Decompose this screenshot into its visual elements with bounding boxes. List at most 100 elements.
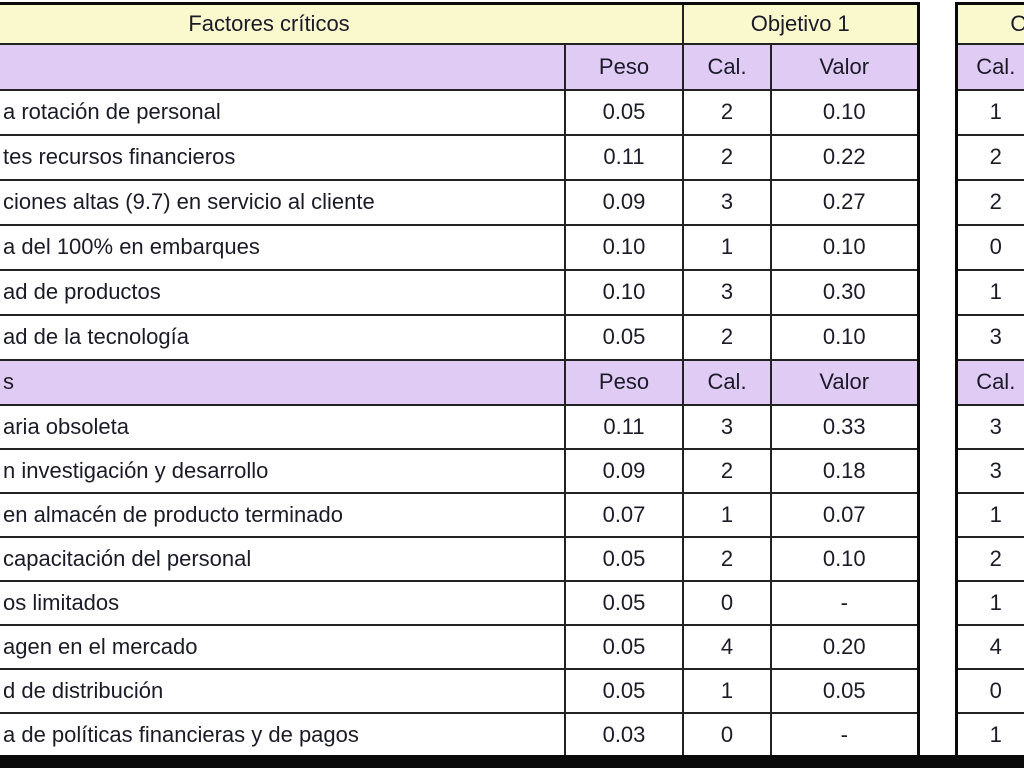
table-row: 4 xyxy=(955,623,1024,670)
title-row: Factores críticos Objetivo 1 xyxy=(0,2,919,45)
peso-value-cell: 0.05 xyxy=(564,535,684,582)
cal-value-cell: 2 xyxy=(682,133,772,181)
factor-label-cell: a del 100% en embarques xyxy=(0,223,566,271)
cal-value-cell: 0 xyxy=(682,579,772,626)
column-header-row: Peso Cal. Valor xyxy=(0,42,919,91)
valor-value-cell: 0.30 xyxy=(770,268,919,316)
table-row: ad de la tecnología 0.05 2 0.10 xyxy=(0,313,919,361)
factor-label-cell: en almacén de producto terminado xyxy=(0,491,566,538)
cal-value-cell: 2 xyxy=(955,178,1024,226)
factores-criticos-header-cell: Factores críticos xyxy=(0,2,684,45)
table-row: os limitados 0.05 0 - xyxy=(0,579,919,626)
table-row: ad de productos 0.10 3 0.30 xyxy=(0,268,919,316)
table-row: aria obsoleta 0.11 3 0.33 xyxy=(0,403,919,450)
valor-value-cell: 0.07 xyxy=(770,491,919,538)
valor-column-header: Valor xyxy=(770,42,919,91)
cal-value-cell: 1 xyxy=(682,223,772,271)
table-row: a de políticas financieras y de pagos 0.… xyxy=(0,711,919,758)
cal-value-cell: 1 xyxy=(682,667,772,714)
factor-group-header-cell: s xyxy=(0,358,566,406)
peso-value-cell: 0.09 xyxy=(564,447,684,494)
table-row: capacitación del personal 0.05 2 0.10 xyxy=(0,535,919,582)
factor-label-cell: capacitación del personal xyxy=(0,535,566,582)
valor-value-cell: 0.18 xyxy=(770,447,919,494)
cal-value-cell: 3 xyxy=(955,313,1024,361)
factor-label-cell: d de distribución xyxy=(0,667,566,714)
peso-value-cell: 0.09 xyxy=(564,178,684,226)
cal-value-cell: 2 xyxy=(955,133,1024,181)
objetivo-2-table-partial: O Cal. 1 2 2 0 1 3 Cal. 3 3 xyxy=(955,2,1024,758)
table-row: n investigación y desarrollo 0.09 2 0.18 xyxy=(0,447,919,494)
peso-value-cell: 0.10 xyxy=(564,223,684,271)
factor-label-cell: a de políticas financieras y de pagos xyxy=(0,711,566,758)
factor-label-cell: n investigación y desarrollo xyxy=(0,447,566,494)
valor-value-cell: 0.33 xyxy=(770,403,919,450)
factor-label-cell: tes recursos financieros xyxy=(0,133,566,181)
peso-value-cell: 0.11 xyxy=(564,403,684,450)
objetivo-1-header-cell: Objetivo 1 xyxy=(682,2,919,45)
peso-value-cell: 0.07 xyxy=(564,491,684,538)
cal-column-header: Cal. xyxy=(682,358,772,406)
table-row: a del 100% en embarques 0.10 1 0.10 xyxy=(0,223,919,271)
cal-column-header: Cal. xyxy=(682,42,772,91)
peso-value-cell: 0.05 xyxy=(564,313,684,361)
title-row: O xyxy=(955,2,1024,45)
table-row: d de distribución 0.05 1 0.05 xyxy=(0,667,919,714)
cal-value-cell: 4 xyxy=(682,623,772,670)
factor-label-cell: ad de productos xyxy=(0,268,566,316)
cal-value-cell: 2 xyxy=(955,535,1024,582)
cal-value-cell: 1 xyxy=(955,268,1024,316)
table-row: 2 xyxy=(955,133,1024,181)
factor-label-cell: os limitados xyxy=(0,579,566,626)
peso-value-cell: 0.05 xyxy=(564,88,684,136)
cal-value-cell: 4 xyxy=(955,623,1024,670)
table-row: 3 xyxy=(955,447,1024,494)
cal-value-cell: 2 xyxy=(682,313,772,361)
table-row: en almacén de producto terminado 0.07 1 … xyxy=(0,491,919,538)
cal-value-cell: 1 xyxy=(955,579,1024,626)
factores-criticos-table: Factores críticos Objetivo 1 Peso Cal. V… xyxy=(0,2,920,758)
valor-value-cell: 0.10 xyxy=(770,313,919,361)
cal-value-cell: 3 xyxy=(955,447,1024,494)
cal-value-cell: 3 xyxy=(682,178,772,226)
peso-value-cell: 0.10 xyxy=(564,268,684,316)
valor-value-cell: 0.05 xyxy=(770,667,919,714)
table-row: 3 xyxy=(955,403,1024,450)
valor-column-header: Valor xyxy=(770,358,919,406)
cal-value-cell: 0 xyxy=(955,667,1024,714)
peso-value-cell: 0.03 xyxy=(564,711,684,758)
valor-value-cell: - xyxy=(770,579,919,626)
column-header-row-2: Cal. xyxy=(955,358,1024,406)
peso-value-cell: 0.05 xyxy=(564,667,684,714)
valor-value-cell: 0.10 xyxy=(770,535,919,582)
cal-value-cell: 1 xyxy=(955,88,1024,136)
table-row: 2 xyxy=(955,178,1024,226)
cal-value-cell: 0 xyxy=(682,711,772,758)
cal-value-cell: 3 xyxy=(682,403,772,450)
factor-label-cell: agen en el mercado xyxy=(0,623,566,670)
table-row: 1 xyxy=(955,579,1024,626)
valor-value-cell: 0.22 xyxy=(770,133,919,181)
factor-label-cell: ciones altas (9.7) en servicio al client… xyxy=(0,178,566,226)
factor-label-cell: aria obsoleta xyxy=(0,403,566,450)
column-header-row-2: s Peso Cal. Valor xyxy=(0,358,919,406)
valor-value-cell: 0.10 xyxy=(770,88,919,136)
factor-label-cell: ad de la tecnología xyxy=(0,313,566,361)
table-row: 0 xyxy=(955,667,1024,714)
table-row: 1 xyxy=(955,711,1024,758)
peso-column-header: Peso xyxy=(564,42,684,91)
table-row: 2 xyxy=(955,535,1024,582)
table-row: 1 xyxy=(955,491,1024,538)
cal-column-header: Cal. xyxy=(955,358,1024,406)
valor-value-cell: - xyxy=(770,711,919,758)
table-row: ciones altas (9.7) en servicio al client… xyxy=(0,178,919,226)
cal-value-cell: 3 xyxy=(955,403,1024,450)
cal-value-cell: 1 xyxy=(682,491,772,538)
cal-value-cell: 2 xyxy=(682,88,772,136)
page-bottom-border xyxy=(0,755,1024,768)
cal-value-cell: 2 xyxy=(682,447,772,494)
cal-column-header: Cal. xyxy=(955,42,1024,91)
table-row: agen en el mercado 0.05 4 0.20 xyxy=(0,623,919,670)
table-row: 0 xyxy=(955,223,1024,271)
